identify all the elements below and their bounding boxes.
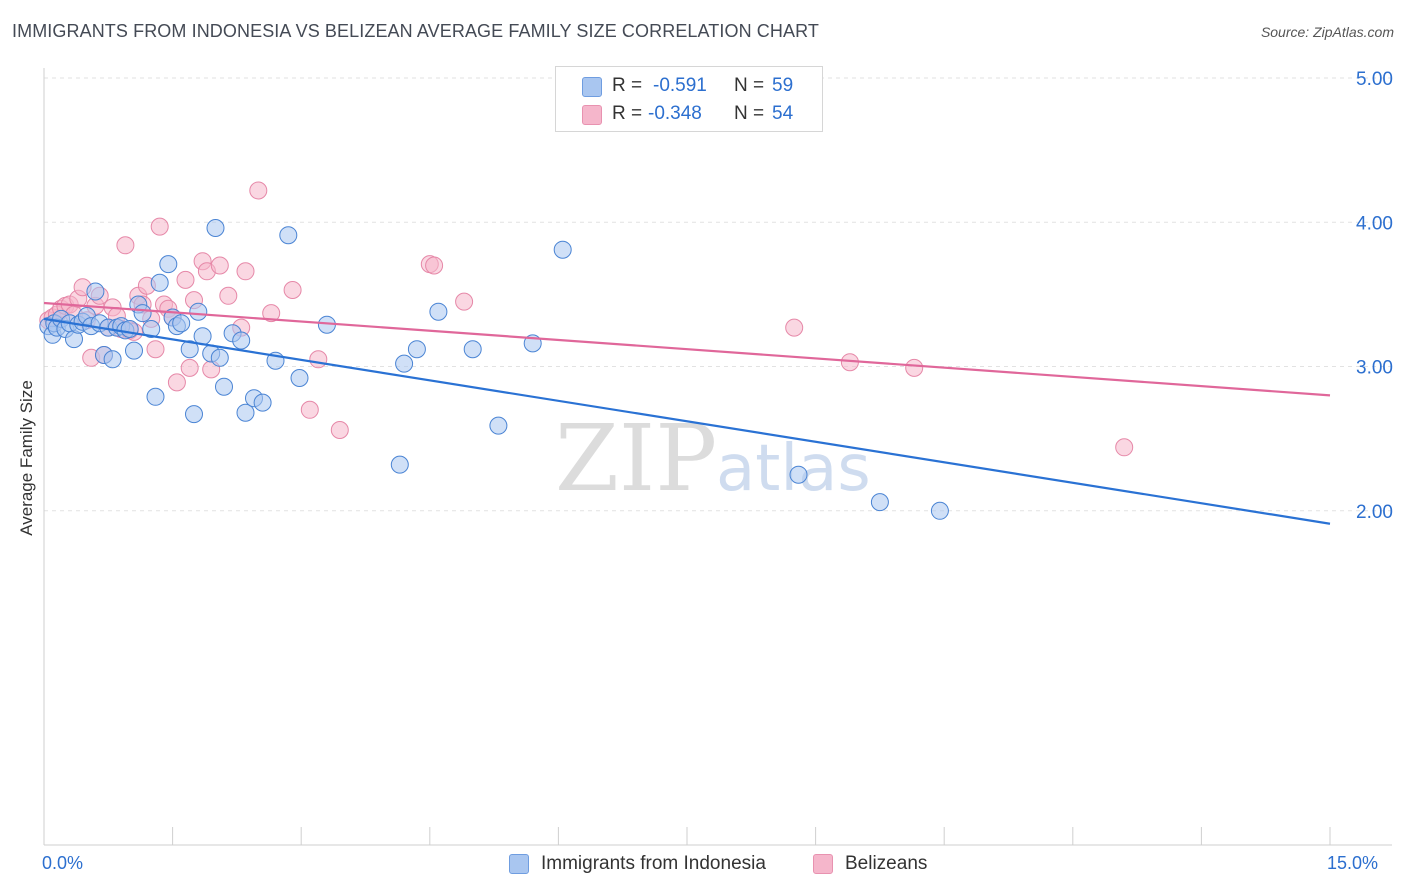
belizean-point [455, 292, 474, 311]
belizean-point [146, 340, 165, 359]
indonesia-point [215, 377, 233, 396]
indonesia-point [463, 340, 482, 359]
y-tick-label: 5.00 [1356, 69, 1393, 90]
indonesia-points [39, 219, 949, 520]
indonesia-point [279, 226, 298, 245]
y-tick-label: 3.00 [1356, 358, 1393, 379]
chart-title: IMMIGRANTS FROM INDONESIA VS BELIZEAN AV… [12, 21, 819, 41]
belizean-point [330, 421, 349, 439]
indonesia-point [553, 240, 572, 259]
legend-label: Immigrants from Indonesia [541, 853, 766, 874]
indonesia-point [290, 369, 309, 387]
legend-label: Belizeans [845, 853, 928, 874]
indonesia-point [150, 273, 169, 292]
r-value: -0.348 [648, 103, 702, 124]
indonesia-point [210, 348, 229, 367]
legend-swatch-blue [582, 77, 602, 97]
trend-lines [43, 301, 1331, 525]
belizean-point [150, 217, 169, 236]
indonesia-point [185, 405, 203, 424]
indonesia-point [789, 465, 808, 484]
indonesia-point [125, 341, 143, 360]
indonesia-point [206, 219, 225, 237]
indonesia-point [120, 320, 139, 338]
source-label: Source: ZipAtlas.com [1260, 24, 1394, 40]
legend-swatch-pink [582, 105, 602, 125]
y-tick-labels: 2.00 3.00 4.00 5.00 [1356, 69, 1393, 523]
n-label: N = [734, 75, 765, 96]
y-axis-label: Average Family Size [17, 380, 36, 536]
belizean-point [249, 181, 268, 200]
indonesia-point [142, 320, 161, 338]
indonesia-point [180, 340, 199, 359]
belizean-point [236, 262, 255, 281]
indonesia-point [253, 393, 272, 412]
indonesia-point [159, 255, 178, 274]
belizean-point [210, 256, 229, 275]
x-tick-label-max: 15.0% [1327, 853, 1379, 873]
indonesia-point [870, 493, 889, 512]
y-tick-label: 2.00 [1356, 502, 1393, 523]
indonesia-point [86, 282, 105, 301]
belizean-point [309, 350, 328, 369]
belizean-point [1115, 438, 1134, 457]
indonesia-point [489, 416, 508, 435]
indonesia-point [429, 302, 448, 321]
belizean-point [180, 358, 199, 377]
n-label: N = [734, 103, 765, 124]
indonesia-point [395, 354, 414, 373]
legend-swatch-blue [509, 854, 529, 874]
belizean-point [219, 286, 238, 305]
indonesia-point [172, 314, 191, 333]
indonesia-point [103, 350, 122, 369]
belizean-point [283, 281, 302, 299]
axes [43, 68, 1392, 846]
legend-swatch-pink [813, 854, 833, 874]
watermark: ZIP atlas [555, 405, 871, 512]
indonesia-point [189, 302, 208, 321]
stats-legend: R = -0.591 N = 59 R = -0.348 N = 54 [555, 66, 823, 132]
belizean-point [262, 304, 281, 323]
r-label: R = [612, 75, 643, 96]
indonesia-point [232, 331, 251, 350]
belizean-trend-line [43, 301, 1331, 397]
y-tick-label: 4.00 [1356, 213, 1393, 234]
r-label: R = [612, 103, 643, 124]
indonesia-point [407, 340, 426, 359]
x-tick-label-min: 0.0% [42, 853, 84, 873]
indonesia-point [133, 304, 152, 323]
indonesia-point [930, 501, 949, 520]
indonesia-trend-line [43, 317, 1331, 525]
indonesia-point [390, 455, 409, 474]
belizean-point [425, 256, 444, 275]
belizean-point [785, 318, 804, 337]
watermark-zip: ZIP [555, 405, 717, 512]
belizean-point [300, 400, 319, 419]
n-value: 54 [772, 103, 794, 124]
indonesia-point [146, 387, 165, 406]
r-value: -0.591 [653, 75, 707, 96]
belizean-point [116, 236, 135, 255]
belizean-point [176, 270, 195, 289]
n-value: 59 [772, 75, 794, 96]
belizean-point [167, 373, 186, 392]
belizean-point [905, 358, 924, 377]
indonesia-point [236, 403, 255, 422]
